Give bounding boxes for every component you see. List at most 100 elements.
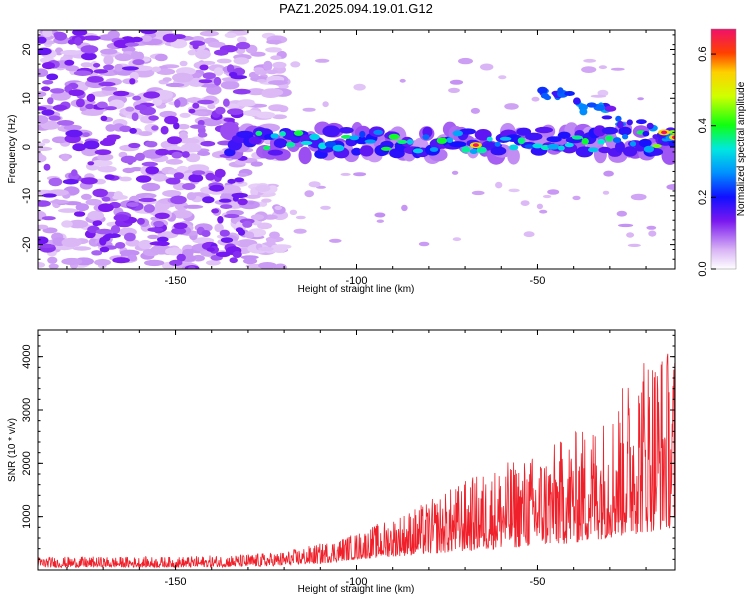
noise-blob (101, 196, 111, 202)
noise-blob (114, 63, 124, 72)
peak-blob (672, 135, 675, 140)
noise-blob (581, 66, 597, 73)
noise-blob (151, 125, 159, 131)
noise-blob (91, 159, 113, 167)
noise-blob (206, 247, 215, 252)
noise-blob (112, 257, 130, 264)
noise-blob (504, 103, 519, 110)
ridge-core (406, 139, 414, 145)
snr-y-axis-label: SNR (10 * v/v) (7, 418, 18, 482)
noise-blob (95, 228, 113, 235)
noise-blob (498, 75, 507, 80)
noise-blob (94, 259, 111, 266)
noise-blob (134, 104, 148, 111)
ridge-core (293, 130, 304, 136)
colorbar-tick-label: 0.4 (697, 118, 709, 133)
noise-blob (73, 70, 92, 76)
noise-blob (186, 192, 197, 201)
ridge-core (436, 137, 448, 144)
noise-blob (173, 222, 188, 230)
noise-blob (121, 66, 139, 71)
noise-blob (113, 39, 130, 49)
noise-blob (228, 71, 238, 78)
ridge-blob (339, 127, 354, 134)
noise-blob (173, 172, 185, 180)
branch-blob (626, 119, 633, 126)
noise-blob (539, 209, 548, 214)
noise-blob (637, 97, 644, 101)
ridge-blob (248, 136, 262, 145)
noise-blob (231, 192, 248, 199)
ridge-core (486, 136, 493, 142)
noise-blob (80, 62, 93, 68)
noise-blob (256, 79, 267, 83)
ridge-core (517, 137, 526, 145)
noise-blob (140, 30, 158, 35)
noise-blob (42, 193, 57, 198)
noise-blob (126, 202, 139, 208)
snr-y-tick-label: 3000 (21, 398, 33, 422)
noise-blob (131, 112, 139, 121)
noise-blob (329, 238, 342, 243)
ridge-core (270, 133, 279, 139)
colorbar-tick-label: 0.6 (697, 46, 709, 61)
noise-blob (86, 93, 96, 102)
noise-blob (266, 237, 277, 245)
noise-blob (353, 83, 366, 91)
noise-blob (169, 259, 183, 266)
noise-blob (82, 132, 90, 138)
ridge-core (469, 148, 478, 154)
snr-x-tick-label: -50 (530, 576, 546, 588)
noise-blob (154, 212, 170, 219)
ridge-blob (623, 146, 638, 157)
noise-blob (399, 78, 406, 83)
ridge-core (476, 146, 487, 154)
noise-blob (224, 32, 237, 38)
ridge-blob (359, 145, 374, 157)
noise-blob (174, 99, 181, 108)
noise-blob (315, 58, 330, 63)
noise-blob (58, 208, 79, 213)
noise-blob (113, 90, 130, 97)
noise-blob (495, 181, 503, 189)
noise-blob (80, 177, 98, 185)
ridge-core (524, 144, 535, 149)
noise-blob (68, 89, 85, 97)
branch-blob (586, 102, 597, 108)
ridge-blob (598, 146, 612, 154)
noise-blob (138, 197, 157, 203)
ridge-blob (546, 136, 562, 143)
ridge-core (364, 139, 376, 144)
noise-blob (50, 199, 69, 204)
noise-blob (113, 214, 130, 222)
noise-blob (202, 196, 215, 204)
noise-blob (103, 55, 114, 66)
ridge-blob (273, 138, 288, 149)
noise-blob (38, 262, 46, 268)
noise-blob (214, 223, 224, 233)
noise-blob (81, 52, 97, 61)
snr-axes: -150 -100 -50 1000 2000 3000 4000 (21, 330, 675, 588)
noise-blob (181, 151, 190, 158)
noise-blob (273, 263, 287, 269)
ridge-blob (593, 125, 606, 137)
noise-blob (160, 125, 169, 135)
noise-blob (141, 161, 158, 167)
noise-blob (143, 91, 161, 99)
noise-blob (121, 46, 136, 53)
ridge-core (309, 133, 320, 141)
noise-blob (197, 119, 205, 126)
noise-blob (187, 49, 197, 56)
noise-blob (99, 139, 116, 146)
noise-blob (165, 247, 183, 256)
noise-blob (56, 120, 75, 126)
noise-blob (215, 106, 226, 115)
noise-blob (471, 190, 485, 196)
noise-blob (626, 232, 635, 238)
noise-blob (130, 51, 141, 60)
noise-blob (138, 239, 153, 250)
noise-blob (47, 256, 58, 264)
noise-blob (508, 188, 520, 193)
ridge-blob (535, 126, 553, 134)
noise-blob (235, 227, 244, 233)
